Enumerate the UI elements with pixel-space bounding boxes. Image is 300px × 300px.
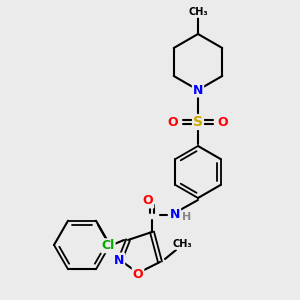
Text: N: N xyxy=(170,208,180,221)
Text: N: N xyxy=(114,254,124,266)
Text: S: S xyxy=(193,115,203,129)
Text: O: O xyxy=(218,116,228,128)
Text: O: O xyxy=(143,194,153,208)
Text: Cl: Cl xyxy=(101,239,115,252)
Text: O: O xyxy=(133,268,143,281)
Text: CH₃: CH₃ xyxy=(172,239,192,249)
Text: CH₃: CH₃ xyxy=(188,7,208,17)
Text: O: O xyxy=(168,116,178,128)
Text: H: H xyxy=(182,212,192,222)
Text: N: N xyxy=(193,83,203,97)
